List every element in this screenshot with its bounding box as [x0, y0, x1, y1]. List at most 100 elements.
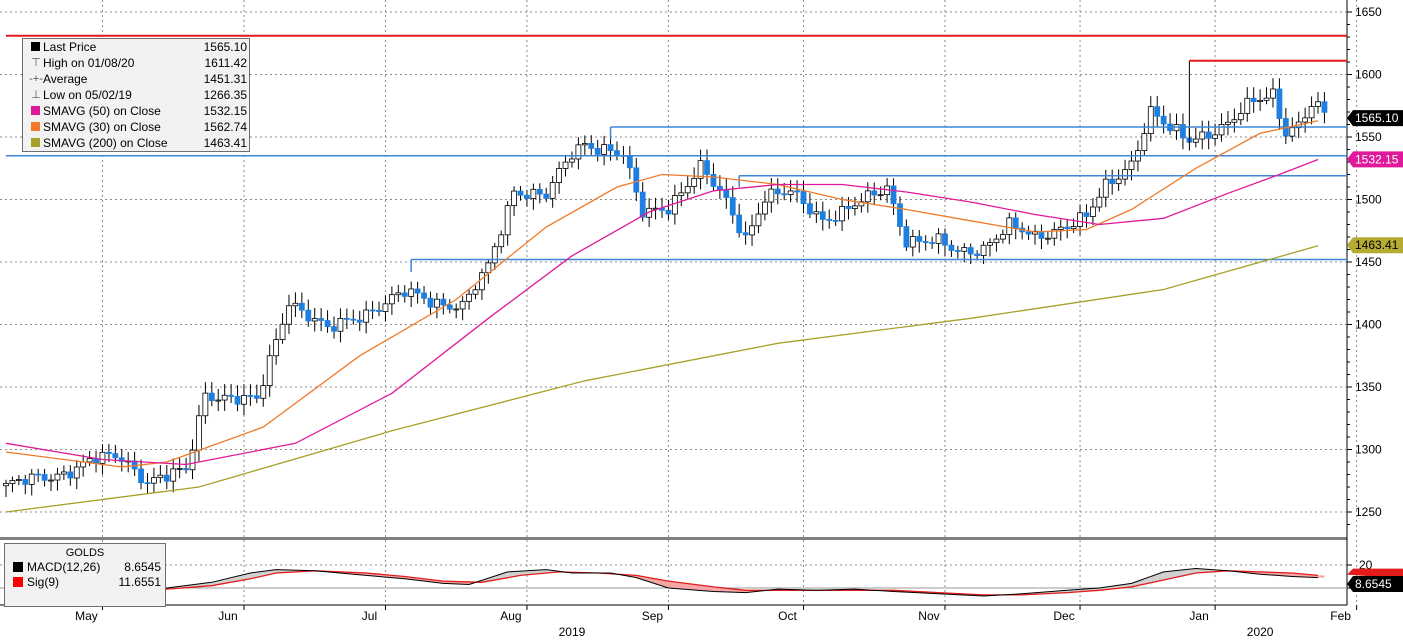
red-square-icon — [13, 577, 23, 587]
macd-fill — [674, 581, 682, 589]
candle — [826, 219, 833, 221]
candle — [897, 203, 903, 227]
legend-row-sma50: SMAVG (50) on Close 1532.15 — [23, 103, 249, 119]
candle — [1083, 212, 1090, 217]
macd-value: 8.6545 — [124, 560, 161, 574]
candle — [350, 318, 357, 321]
candle — [1276, 88, 1283, 119]
candle — [922, 241, 929, 243]
signal-line — [5, 570, 1319, 596]
candle — [1070, 226, 1077, 229]
candle — [787, 190, 794, 195]
macd-line — [5, 567, 1319, 597]
x-tick-label: Nov — [918, 609, 939, 623]
candle — [1122, 169, 1128, 180]
legend-value: 1451.31 — [203, 72, 247, 86]
candle — [961, 247, 968, 252]
candle — [588, 143, 595, 149]
candle — [684, 185, 691, 194]
candle — [369, 309, 376, 312]
candle — [22, 479, 29, 485]
macd-fill — [520, 570, 527, 576]
legend-value: 1532.15 — [203, 104, 247, 118]
candle — [382, 303, 389, 312]
candle — [1250, 97, 1257, 103]
candle — [1270, 88, 1276, 99]
candle — [498, 234, 505, 248]
macd-fill — [649, 577, 656, 584]
candle — [363, 309, 370, 323]
candle — [144, 482, 151, 485]
candle — [723, 189, 730, 198]
y-tick-label: 1500 — [1355, 193, 1382, 207]
candle — [1180, 124, 1186, 139]
candle — [974, 253, 981, 256]
macd-tick-label: 20 — [1359, 558, 1373, 572]
black-square-icon — [13, 562, 23, 572]
candle — [106, 451, 112, 454]
y-tick-label: 1600 — [1355, 68, 1382, 82]
candle — [401, 292, 408, 297]
y-tick-label: 1650 — [1355, 5, 1382, 19]
candle — [774, 188, 781, 195]
candle — [54, 473, 61, 481]
candle — [337, 317, 344, 332]
candle — [852, 205, 858, 209]
candle — [1115, 178, 1122, 185]
candle — [954, 250, 961, 252]
candle — [479, 272, 485, 291]
candle — [176, 468, 183, 470]
candle — [691, 177, 698, 187]
candle — [543, 193, 550, 199]
candle — [665, 209, 672, 215]
candle — [794, 190, 800, 193]
candle — [556, 168, 562, 184]
candle — [999, 234, 1006, 240]
candle — [1263, 97, 1270, 101]
candle — [909, 236, 916, 248]
macd-fill — [1195, 568, 1203, 574]
candle — [839, 206, 845, 222]
candle — [678, 192, 685, 196]
macd-fill — [1176, 569, 1183, 578]
x-tick-label: Aug — [500, 609, 521, 623]
signal-label: Sig(9) — [27, 575, 60, 589]
candle — [1025, 231, 1032, 235]
candle — [980, 244, 987, 256]
candle — [324, 320, 331, 328]
candle — [157, 474, 164, 479]
candle — [781, 193, 788, 196]
black-square-icon — [29, 39, 43, 55]
candle — [453, 308, 460, 311]
macd-fill — [1285, 572, 1293, 577]
x-tick-label: Dec — [1053, 609, 1074, 623]
candle — [993, 238, 1000, 244]
macd-fill — [494, 574, 502, 580]
candle — [318, 318, 325, 321]
candle — [1225, 121, 1231, 125]
candle — [1096, 196, 1103, 208]
candle — [807, 203, 813, 215]
candle — [569, 158, 575, 163]
signal-value: 11.6551 — [118, 575, 162, 589]
candle — [305, 309, 312, 322]
candle — [118, 457, 125, 462]
candle — [73, 466, 80, 479]
candle — [1231, 119, 1238, 123]
legend-row-sma30: SMAVG (30) on Close 1562.74 — [23, 119, 249, 135]
x-tick-label: Jan — [1189, 609, 1208, 623]
average-marker-icon: -+- — [29, 73, 43, 85]
candle — [813, 211, 820, 215]
candle — [916, 236, 923, 242]
candle — [485, 262, 492, 274]
x-tick-label: Jul — [362, 609, 377, 623]
candle — [408, 288, 415, 297]
candle — [208, 392, 215, 402]
candle — [607, 144, 614, 152]
legend-label: Low on 05/02/19 — [43, 88, 132, 102]
x-year-label: 2020 — [1247, 625, 1274, 639]
candle — [189, 449, 196, 471]
legend-value: 1266.35 — [203, 88, 247, 102]
candle — [99, 451, 106, 464]
